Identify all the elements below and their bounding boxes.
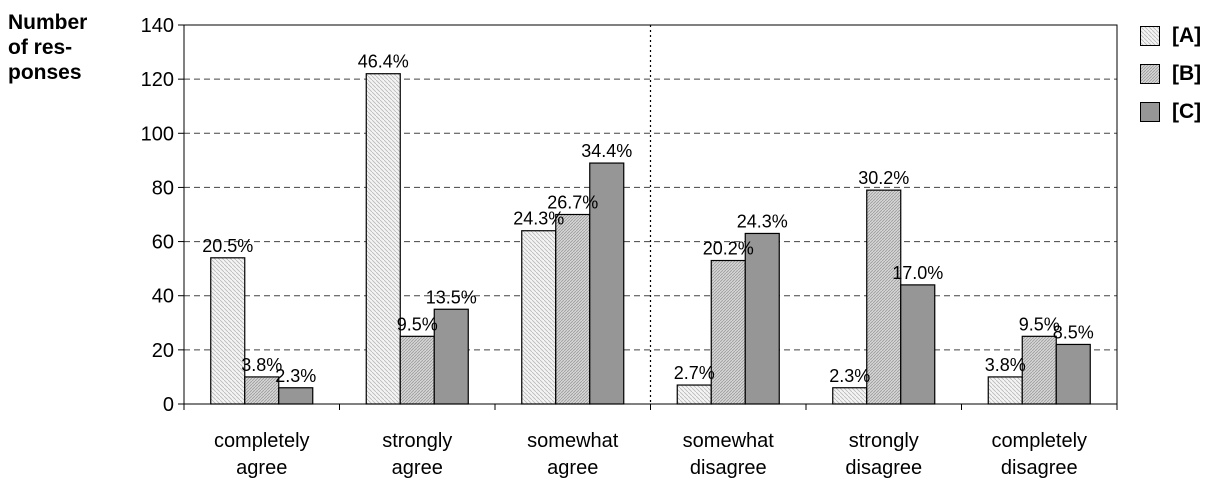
bar-b <box>710 259 746 405</box>
bar-c <box>900 284 936 405</box>
bar-b <box>555 213 591 405</box>
y-tick-label: 100 <box>141 123 174 145</box>
bar-b <box>1021 335 1057 405</box>
data-label: 2.7% <box>674 363 715 383</box>
bar-a <box>832 387 868 405</box>
x-tick-label: agree <box>392 457 443 479</box>
y-tick-label: 0 <box>163 394 174 416</box>
data-label: 34.4% <box>581 141 632 161</box>
bar-a <box>521 230 557 405</box>
legend: [A] [B] [C] <box>1140 22 1201 136</box>
x-tick-label: strongly <box>382 430 452 452</box>
legend-item-c: [C] <box>1140 98 1201 125</box>
y-tick-label: 60 <box>152 232 174 254</box>
bar-a <box>987 376 1023 405</box>
data-label: 3.8% <box>241 355 282 375</box>
x-tick-label: somewhat <box>683 430 775 452</box>
data-label: 26.7% <box>547 193 598 213</box>
y-tick-label: 80 <box>152 177 174 199</box>
bar-b <box>244 376 280 405</box>
x-tick-label: strongly <box>849 430 919 452</box>
data-label: 2.3% <box>829 366 870 386</box>
data-label: 17.0% <box>892 263 943 283</box>
y-axis-label-line: Number <box>8 11 88 34</box>
x-tick-label: agree <box>236 457 287 479</box>
data-label: 9.5% <box>1019 314 1060 334</box>
legend-label-a: [A] <box>1172 23 1202 47</box>
x-tick-label: completely <box>991 430 1087 452</box>
data-label: 24.3% <box>513 209 564 229</box>
data-label: 20.2% <box>703 239 754 259</box>
data-label: 9.5% <box>397 314 438 334</box>
bar-b <box>866 189 902 405</box>
y-tick-label: 120 <box>141 69 174 91</box>
y-tick-label: 40 <box>152 286 174 308</box>
y-axis-label-line: of res- <box>8 36 73 59</box>
bar-c <box>433 308 469 405</box>
y-axis-label: Number of res- ponses <box>8 10 87 85</box>
x-tick-label: disagree <box>690 457 767 479</box>
legend-swatch-c <box>1140 101 1160 122</box>
legend-item-a: [A] <box>1140 22 1201 49</box>
bar-c <box>1055 343 1091 405</box>
data-label: 24.3% <box>737 211 788 231</box>
bar-a <box>210 257 246 405</box>
bar-c <box>744 232 780 405</box>
data-label: 2.3% <box>275 366 316 386</box>
bar-a <box>676 384 712 405</box>
x-tick-label: completely <box>214 430 310 452</box>
x-tick-label: disagree <box>845 457 922 479</box>
data-label: 8.5% <box>1053 322 1094 342</box>
legend-label-b: [B] <box>1172 61 1202 85</box>
x-tick-label: somewhat <box>527 430 619 452</box>
legend-item-b: [B] <box>1140 60 1201 87</box>
data-label: 20.5% <box>202 236 253 256</box>
legend-label-c: [C] <box>1172 99 1202 123</box>
x-tick-label: agree <box>547 457 598 479</box>
bar-c <box>278 387 314 405</box>
data-label: 46.4% <box>358 52 409 72</box>
bar-a <box>365 73 401 405</box>
bar-c <box>589 162 625 405</box>
y-tick-label: 140 <box>141 15 174 37</box>
legend-swatch-b <box>1140 63 1160 84</box>
legend-swatch-a <box>1140 25 1160 46</box>
data-label: 3.8% <box>985 355 1026 375</box>
y-axis-label-line: ponses <box>8 61 82 84</box>
x-tick-label: disagree <box>1001 457 1078 479</box>
data-label: 30.2% <box>858 168 909 188</box>
bar-b <box>399 335 435 405</box>
data-label: 13.5% <box>426 287 477 307</box>
y-tick-label: 20 <box>152 340 174 362</box>
